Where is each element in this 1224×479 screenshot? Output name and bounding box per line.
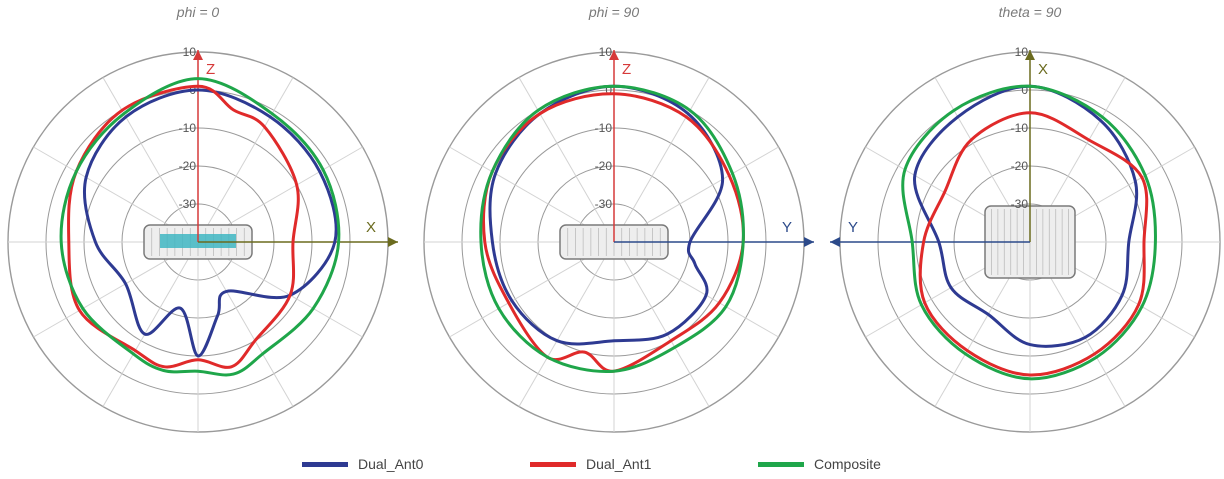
axis-arrowhead — [1025, 50, 1035, 60]
radial-tick-label: -30 — [179, 197, 197, 211]
axis-label: X — [1038, 61, 1048, 78]
series-line-dual-ant0 — [488, 84, 725, 346]
grid-spoke — [613, 77, 710, 243]
grid-spoke — [613, 241, 710, 407]
legend-item-ant1: Dual_Ant1 — [530, 452, 651, 476]
axis-arrowhead — [830, 237, 840, 247]
legend-swatch-ant1 — [530, 461, 576, 467]
series-line-composite — [59, 77, 341, 377]
radial-tick-label: -10 — [1011, 121, 1029, 135]
grid-spoke — [102, 241, 199, 407]
axis-label: Z — [206, 61, 215, 78]
radial-tick-label: -30 — [1011, 197, 1029, 211]
grid-spoke — [102, 77, 199, 243]
radial-tick-label: -30 — [595, 197, 613, 211]
axis-arrowhead — [804, 237, 814, 247]
legend-item-ant0: Dual_Ant0 — [302, 452, 423, 476]
legend-swatch-ant0 — [302, 461, 348, 467]
radial-tick-label: 0 — [605, 83, 612, 97]
radial-tick-label: -10 — [179, 121, 197, 135]
axis-arrowhead — [609, 50, 619, 60]
grid-spoke — [518, 77, 615, 243]
legend: Dual_Ant0 Dual_Ant1 Composite — [0, 452, 1224, 476]
series-line-dual-ant0 — [82, 88, 338, 358]
radial-tick-label: -10 — [595, 121, 613, 135]
series-line-dual-ant1 — [67, 84, 300, 369]
radial-tick-label: 10 — [1015, 45, 1029, 59]
axis-arrowhead — [388, 237, 398, 247]
grid-spoke — [518, 241, 615, 407]
grid-spoke — [197, 241, 294, 407]
legend-label-ant1: Dual_Ant1 — [586, 456, 652, 472]
axis-arrowhead — [193, 50, 203, 60]
series-line-dual-ant0 — [913, 84, 1139, 348]
axis-label: Z — [622, 61, 631, 78]
legend-label-ant0: Dual_Ant0 — [358, 456, 424, 472]
axis-label: Y — [848, 219, 858, 236]
radial-tick-label: -20 — [179, 159, 197, 173]
polar-chart-3: theta = 90 10 0 -10 -20 -30 X Y — [830, 4, 1221, 433]
series-line-composite — [479, 84, 745, 373]
grid-spoke — [197, 77, 294, 243]
polar-chart-2: phi = 90 10 0 -10 -20 -30 Z Y — [423, 4, 814, 433]
radial-tick-label: 10 — [183, 45, 197, 59]
series-line-dual-ant1 — [918, 111, 1149, 377]
chart-title: phi = 90 — [588, 4, 639, 20]
axis-label: Y — [782, 219, 792, 236]
radial-tick-label: -20 — [595, 159, 613, 173]
radial-tick-label: 0 — [1021, 83, 1028, 97]
chart-title: theta = 90 — [999, 4, 1062, 20]
radial-tick-label: 10 — [599, 45, 613, 59]
radial-tick-label: -20 — [1011, 159, 1029, 173]
series-line-composite — [901, 84, 1157, 381]
legend-label-composite: Composite — [814, 456, 881, 472]
chart-title: phi = 0 — [176, 4, 220, 20]
legend-item-composite: Composite — [758, 452, 881, 476]
axis-label: X — [366, 219, 376, 236]
legend-swatch-composite — [758, 461, 804, 467]
